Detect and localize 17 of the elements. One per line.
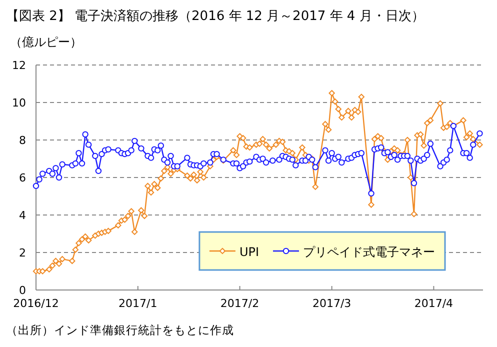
legend-label: UPI	[239, 245, 259, 259]
y-tick-label: 6	[19, 172, 26, 184]
y-tick-label: 12	[12, 59, 26, 72]
x-tick-label: 2017/3	[312, 297, 352, 310]
y-tick-label: 0	[19, 284, 26, 297]
y-tick-label: 2	[19, 246, 26, 260]
x-tick-label: 2016/12	[13, 297, 59, 310]
x-tick-label: 2017/1	[118, 297, 158, 310]
text: （出所）インド準備銀行統計をもとに作成	[6, 323, 234, 337]
y-axis-title: （億ルピー）	[10, 35, 82, 49]
x-tick-label: 2017/2	[220, 297, 260, 310]
y-tick-label: 10	[12, 96, 26, 110]
chart-title: 【図表 2】 電子決済額の推移（2016 年 12 月～2017 年 4 月・日次）	[6, 8, 424, 24]
y-tick-label: 4	[19, 209, 26, 222]
y-tick-label: 8	[19, 134, 26, 147]
legend-label: プリペイド式電子マネー	[303, 245, 435, 259]
x-tick-label: 2017/4	[414, 297, 454, 310]
